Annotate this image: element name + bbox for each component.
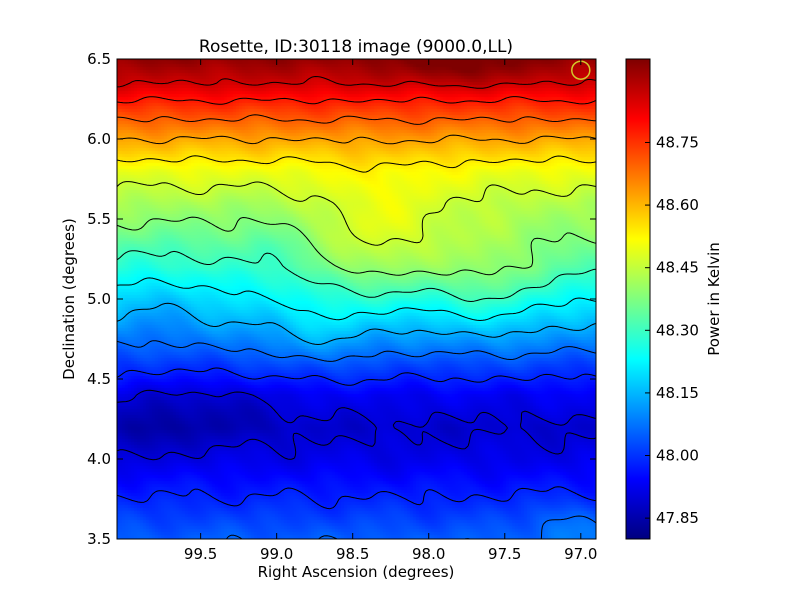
colorbar-axis: 47.85 48.00 48.15 48.30 48.45 48.60 48.75 xyxy=(645,133,699,527)
x-tick-label: 99.5 xyxy=(184,545,217,563)
contour-line xyxy=(117,367,596,510)
x-tick-label: 98.5 xyxy=(336,545,369,563)
y-axis-label: Declination (degrees) xyxy=(60,218,78,380)
y-tick-label: 4.0 xyxy=(87,450,111,468)
contour-line xyxy=(117,96,596,105)
y-tick-label: 3.5 xyxy=(87,530,111,548)
x-tick-label: 97.0 xyxy=(564,545,597,563)
contour-line xyxy=(117,389,596,461)
colorbar-tick-label: 48.30 xyxy=(656,321,699,339)
y-tick-label: 5.0 xyxy=(87,290,111,308)
contour-line xyxy=(117,114,596,125)
colorbar-label: Power in Kelvin xyxy=(705,242,723,356)
contour-line xyxy=(117,134,596,145)
contour-line xyxy=(117,250,596,302)
colorbar-tick-label: 48.00 xyxy=(656,447,699,465)
x-tick-label: 98.0 xyxy=(412,545,445,563)
contour-line xyxy=(117,340,596,539)
heatmap-plot-area xyxy=(117,59,596,539)
heatmap-image xyxy=(117,59,596,539)
x-axis-label: Right Ascension (degrees) xyxy=(258,563,455,581)
y-tick-label: 6.5 xyxy=(87,50,111,68)
y-tick-label: 4.5 xyxy=(87,370,111,388)
colorbar-tick-label: 48.75 xyxy=(656,133,699,151)
contour-line xyxy=(117,76,596,89)
x-axis: 99.5 99.0 98.5 98.0 97.5 97.0 xyxy=(184,59,597,563)
colorbar-tick-label: 48.45 xyxy=(656,259,699,277)
colorbar-tick-label: 47.85 xyxy=(656,509,699,527)
contour-line xyxy=(117,155,596,173)
chart-title: Rosette, ID:30118 image (9000.0,LL) xyxy=(199,37,513,57)
colorbar-tick-label: 48.15 xyxy=(656,384,699,402)
y-tick-label: 6.0 xyxy=(87,130,111,148)
contour-line xyxy=(117,216,596,276)
colorbar-tick-label: 48.60 xyxy=(656,196,699,214)
contour-lines xyxy=(117,76,596,539)
y-axis: 3.5 4.0 4.5 5.0 5.5 6.0 6.5 xyxy=(87,50,596,548)
contour-line xyxy=(117,302,596,345)
colorbar xyxy=(625,58,651,540)
x-tick-label: 97.5 xyxy=(488,545,521,563)
y-tick-label: 5.5 xyxy=(87,210,111,228)
contour-line xyxy=(117,277,596,321)
contour-line xyxy=(117,181,596,246)
x-tick-label: 99.0 xyxy=(260,545,293,563)
